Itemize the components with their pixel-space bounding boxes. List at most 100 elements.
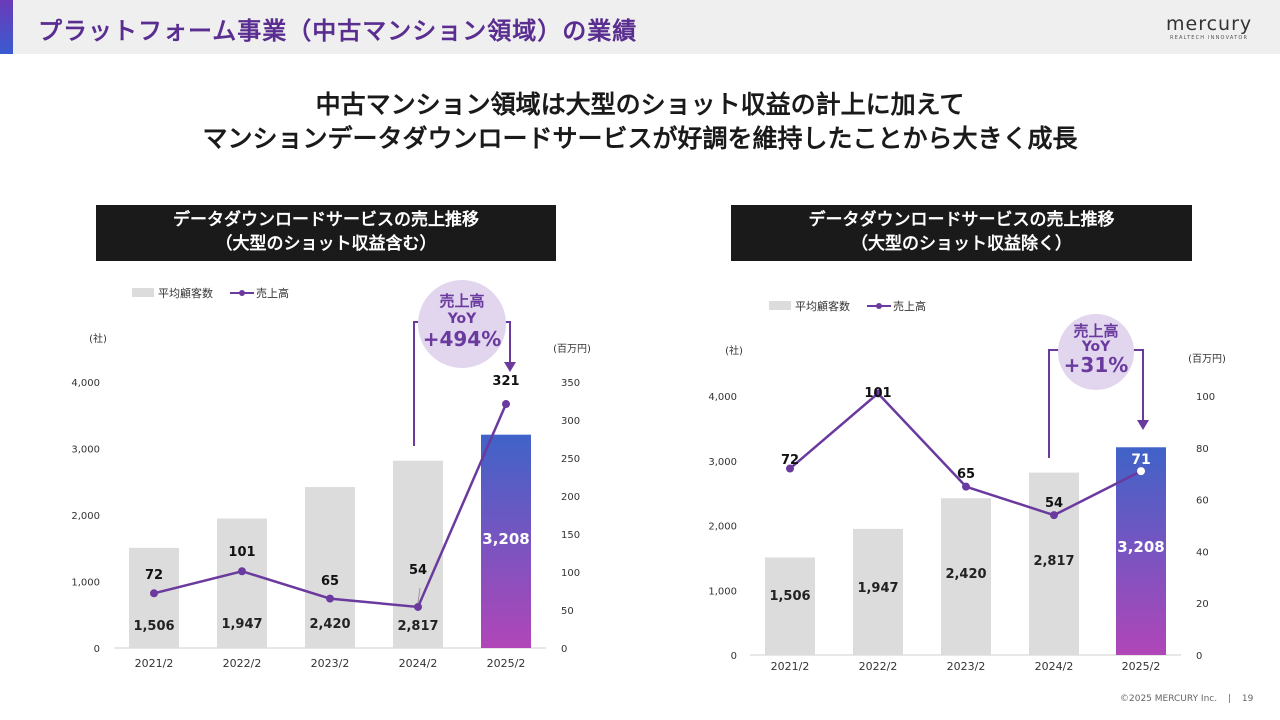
left-left-axis-unit: (社) <box>89 332 107 345</box>
left-label-leader-line <box>417 587 421 604</box>
left-left-tick-label: 0 <box>94 644 100 655</box>
right-revenue-point <box>1050 511 1058 520</box>
right-category-label: 2021/2 <box>771 660 810 673</box>
left-category-label: 2024/2 <box>399 657 438 670</box>
left-right-tick-label: 100 <box>561 568 580 579</box>
right-yoy-value: +31% <box>1064 353 1129 377</box>
right-bar-2023-2 <box>941 498 991 655</box>
company-logo: mercury REALTECH INNOVATOR <box>1166 13 1256 43</box>
right-revenue-point <box>786 464 794 473</box>
headline-line-1: 中古マンション領域は大型のショット収益の計上に加えて <box>315 90 965 119</box>
page-title: プラットフォーム事業（中古マンション領域）の業績 <box>38 17 638 45</box>
right-bar-value-label: 2,817 <box>1033 554 1074 569</box>
right-left-tick-label: 0 <box>731 651 737 662</box>
left-yoy-bracket-left <box>413 321 422 446</box>
right-right-tick-label: 100 <box>1196 392 1215 403</box>
logo-tagline: REALTECH INNOVATOR <box>1170 35 1249 41</box>
page-number: 19 <box>1241 694 1254 704</box>
right-chart-title: データダウンロードサービスの売上推移 （大型のショット収益除く） <box>731 205 1192 261</box>
right-category-label: 2024/2 <box>1035 660 1074 673</box>
left-bar-value-label: 2,817 <box>397 619 438 634</box>
left-category-label: 2022/2 <box>223 657 262 670</box>
left-revenue-value-label: 65 <box>321 574 339 589</box>
right-yoy-bracket-right <box>1130 349 1144 422</box>
left-category-label: 2023/2 <box>311 657 350 670</box>
right-right-tick-label: 60 <box>1196 496 1209 507</box>
right-yoy-arrow-head <box>1137 420 1149 430</box>
right-right-tick-label: 80 <box>1196 444 1209 455</box>
left-chart-title: データダウンロードサービスの売上推移 （大型のショット収益含む） <box>96 205 556 261</box>
right-category-label: 2023/2 <box>947 660 986 673</box>
left-bar-value-label: 1,506 <box>133 619 174 634</box>
right-chart-title-line-2: （大型のショット収益除く） <box>851 234 1072 254</box>
left-legend-line-label: 売上高 <box>256 286 289 300</box>
right-bar-2024-2 <box>1029 472 1079 655</box>
left-yoy-bubble <box>418 280 506 368</box>
left-right-axis-unit: (百万円) <box>553 343 591 355</box>
left-left-tick-label: 4,000 <box>71 378 100 389</box>
right-bar-2025-2 <box>1116 447 1166 655</box>
left-yoy-label: 売上高 <box>439 292 484 310</box>
left-left-tick-label: 3,000 <box>71 445 100 456</box>
right-category-label: 2022/2 <box>859 660 898 673</box>
slide-header: プラットフォーム事業（中古マンション領域）の業績 mercury REALTEC… <box>0 0 1280 54</box>
left-yoy-value: +494% <box>423 327 502 351</box>
left-category-label: 2025/2 <box>487 657 526 670</box>
right-left-tick-label: 3,000 <box>708 457 737 468</box>
right-revenue-point <box>1137 467 1145 476</box>
left-revenue-point <box>150 589 158 598</box>
right-revenue-value-label: 71 <box>1131 452 1150 468</box>
headline-line-2: マンションデータダウンロードサービスが好調を維持したことから大きく成長 <box>202 124 1078 153</box>
right-yoy-label: 売上高 <box>1073 322 1118 340</box>
right-left-tick-label: 1,000 <box>708 586 737 597</box>
left-chart-title-line-1: データダウンロードサービスの売上推移 <box>173 210 479 230</box>
right-yoy-sub-label: YoY <box>1081 339 1111 355</box>
slide-headline: 中古マンション領域は大型のショット収益の計上に加えて マンションデータダウンロー… <box>0 88 1280 156</box>
right-yoy-bracket-left <box>1048 349 1062 458</box>
right-legend-line-label: 売上高 <box>893 299 926 313</box>
left-yoy-sub-label: YoY <box>447 311 477 327</box>
left-right-tick-label: 300 <box>561 416 580 427</box>
right-revenue-value-label: 72 <box>781 453 799 468</box>
right-chart-title-line-1: データダウンロードサービスの売上推移 <box>808 210 1115 230</box>
left-bar-value-label: 2,420 <box>309 617 350 632</box>
right-legend-bar-swatch <box>769 301 791 310</box>
right-revenue-point <box>962 482 970 491</box>
left-revenue-value-label: 54 <box>409 563 427 578</box>
right-right-tick-label: 0 <box>1196 651 1202 662</box>
right-bar-2022-2 <box>853 528 903 655</box>
left-yoy-arrow-head <box>504 362 516 372</box>
left-legend-bar-swatch <box>132 288 154 297</box>
right-yoy-bubble <box>1058 314 1134 390</box>
right-revenue-point <box>874 389 882 398</box>
left-revenue-point <box>326 594 334 603</box>
right-bar-value-label: 1,947 <box>857 581 898 596</box>
left-right-tick-label: 0 <box>561 644 567 655</box>
right-bar-2021-2 <box>765 557 815 655</box>
left-bar-2022-2 <box>217 518 267 648</box>
left-revenue-value-label: 72 <box>145 568 163 583</box>
left-right-tick-label: 150 <box>561 530 580 541</box>
left-chart-title-line-2: （大型のショット収益含む） <box>215 234 437 254</box>
left-left-tick-label: 1,000 <box>71 578 100 589</box>
left-category-label: 2021/2 <box>135 657 174 670</box>
left-revenue-value-label: 321 <box>492 374 519 389</box>
logo-wordmark: mercury <box>1166 13 1253 35</box>
left-bar-value-label: 1,947 <box>221 617 262 632</box>
right-revenue-line <box>789 391 1142 517</box>
right-right-tick-label: 40 <box>1196 547 1209 558</box>
header-accent-bar <box>0 0 13 54</box>
right-bar-value-label: 2,420 <box>945 567 986 582</box>
right-revenue-value-label: 101 <box>864 386 891 401</box>
right-revenue-value-label: 65 <box>957 467 975 482</box>
left-bar-2023-2 <box>305 487 355 648</box>
left-right-tick-label: 250 <box>561 454 580 465</box>
left-revenue-point <box>414 602 422 611</box>
right-legend-line-marker <box>876 303 882 309</box>
right-left-tick-label: 4,000 <box>708 392 737 403</box>
left-right-tick-label: 200 <box>561 492 580 503</box>
right-legend-bar-label: 平均顧客数 <box>795 299 850 313</box>
left-revenue-value-label: 101 <box>228 545 255 560</box>
right-category-label: 2025/2 <box>1122 660 1161 673</box>
